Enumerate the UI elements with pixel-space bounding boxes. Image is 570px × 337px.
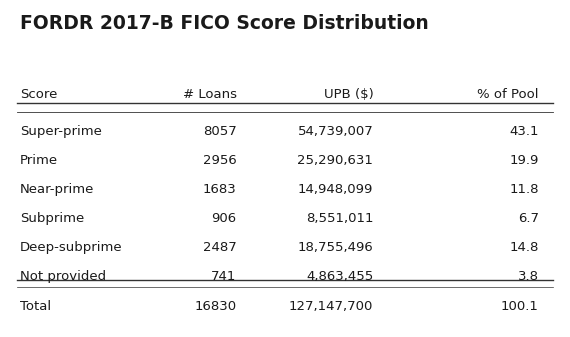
Text: 2487: 2487 <box>203 241 237 254</box>
Text: 127,147,700: 127,147,700 <box>289 300 373 313</box>
Text: 741: 741 <box>211 270 237 283</box>
Text: Score: Score <box>20 88 58 101</box>
Text: 2956: 2956 <box>203 154 237 167</box>
Text: 14,948,099: 14,948,099 <box>298 183 373 196</box>
Text: 14.8: 14.8 <box>509 241 539 254</box>
Text: Deep-subprime: Deep-subprime <box>20 241 123 254</box>
Text: 8,551,011: 8,551,011 <box>306 212 373 225</box>
Text: Not provided: Not provided <box>20 270 106 283</box>
Text: 100.1: 100.1 <box>501 300 539 313</box>
Text: % of Pool: % of Pool <box>477 88 539 101</box>
Text: # Loans: # Loans <box>182 88 237 101</box>
Text: 18,755,496: 18,755,496 <box>298 241 373 254</box>
Text: 906: 906 <box>211 212 237 225</box>
Text: 43.1: 43.1 <box>509 125 539 138</box>
Text: Near-prime: Near-prime <box>20 183 94 196</box>
Text: Total: Total <box>20 300 51 313</box>
Text: 1683: 1683 <box>203 183 237 196</box>
Text: 8057: 8057 <box>203 125 237 138</box>
Text: 19.9: 19.9 <box>509 154 539 167</box>
Text: Subprime: Subprime <box>20 212 84 225</box>
Text: Prime: Prime <box>20 154 58 167</box>
Text: Super-prime: Super-prime <box>20 125 102 138</box>
Text: 54,739,007: 54,739,007 <box>298 125 373 138</box>
Text: 4,863,455: 4,863,455 <box>306 270 373 283</box>
Text: 11.8: 11.8 <box>509 183 539 196</box>
Text: 3.8: 3.8 <box>518 270 539 283</box>
Text: 25,290,631: 25,290,631 <box>298 154 373 167</box>
Text: UPB ($): UPB ($) <box>324 88 373 101</box>
Text: 16830: 16830 <box>194 300 237 313</box>
Text: FORDR 2017-B FICO Score Distribution: FORDR 2017-B FICO Score Distribution <box>20 14 429 33</box>
Text: 6.7: 6.7 <box>518 212 539 225</box>
